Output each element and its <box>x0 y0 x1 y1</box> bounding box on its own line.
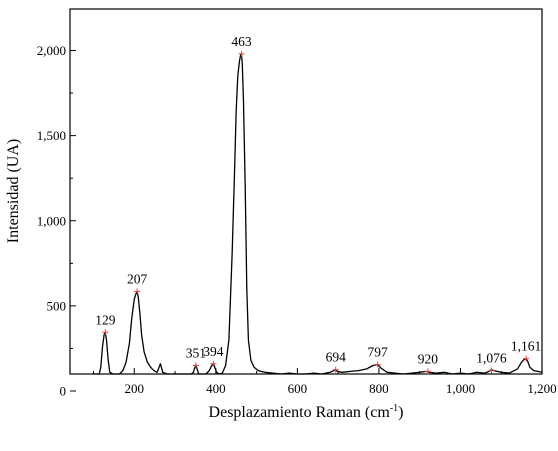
peak-label: 694 <box>326 350 347 365</box>
x-axis-title-superscript: -1 <box>390 403 398 414</box>
peak-label: 1,161 <box>511 339 541 354</box>
y-tick-label: 500 <box>47 298 67 313</box>
x-tick-label: 800 <box>369 381 389 396</box>
y-tick-label: 1,500 <box>37 128 66 143</box>
x-tick-label: 1,000 <box>446 381 475 396</box>
peak-marker <box>210 360 217 367</box>
peak-label: 797 <box>368 345 389 360</box>
spectrum-line <box>93 53 543 375</box>
peak-marker <box>134 288 141 295</box>
x-tick-label: 200 <box>125 381 145 396</box>
x-tick-label: 1,200 <box>527 381 556 396</box>
peak-label: 920 <box>418 351 439 366</box>
y-tick-label: 2,000 <box>37 43 66 58</box>
y-axis-title: Intensidad (UA) <box>5 139 22 243</box>
peak-marker <box>192 362 199 369</box>
peak-marker <box>332 366 339 373</box>
peak-label: 129 <box>95 312 116 327</box>
y-axis-ticks: 0 500 1,000 1,500 2,000 <box>37 43 76 399</box>
x-tick-label: 400 <box>206 381 226 396</box>
peak-label: 207 <box>127 271 148 286</box>
peak-label: 351 <box>186 345 206 360</box>
peak-label: 463 <box>231 34 252 49</box>
y-tick-label: 0 <box>60 384 67 399</box>
peak-marker <box>424 368 431 375</box>
peak-marker <box>238 50 245 57</box>
peak-label: 1,076 <box>476 351 507 366</box>
x-tick-label: 600 <box>288 381 308 396</box>
x-axis-title: Desplazamiento Raman (cm-1) <box>209 403 404 421</box>
peak-marker <box>102 329 109 336</box>
peak-markers <box>102 50 530 375</box>
peak-marker <box>523 355 530 362</box>
peak-label: 394 <box>203 344 224 359</box>
peak-marker <box>488 367 495 374</box>
y-tick-label: 1,000 <box>37 213 66 228</box>
peak-marker <box>374 361 381 368</box>
